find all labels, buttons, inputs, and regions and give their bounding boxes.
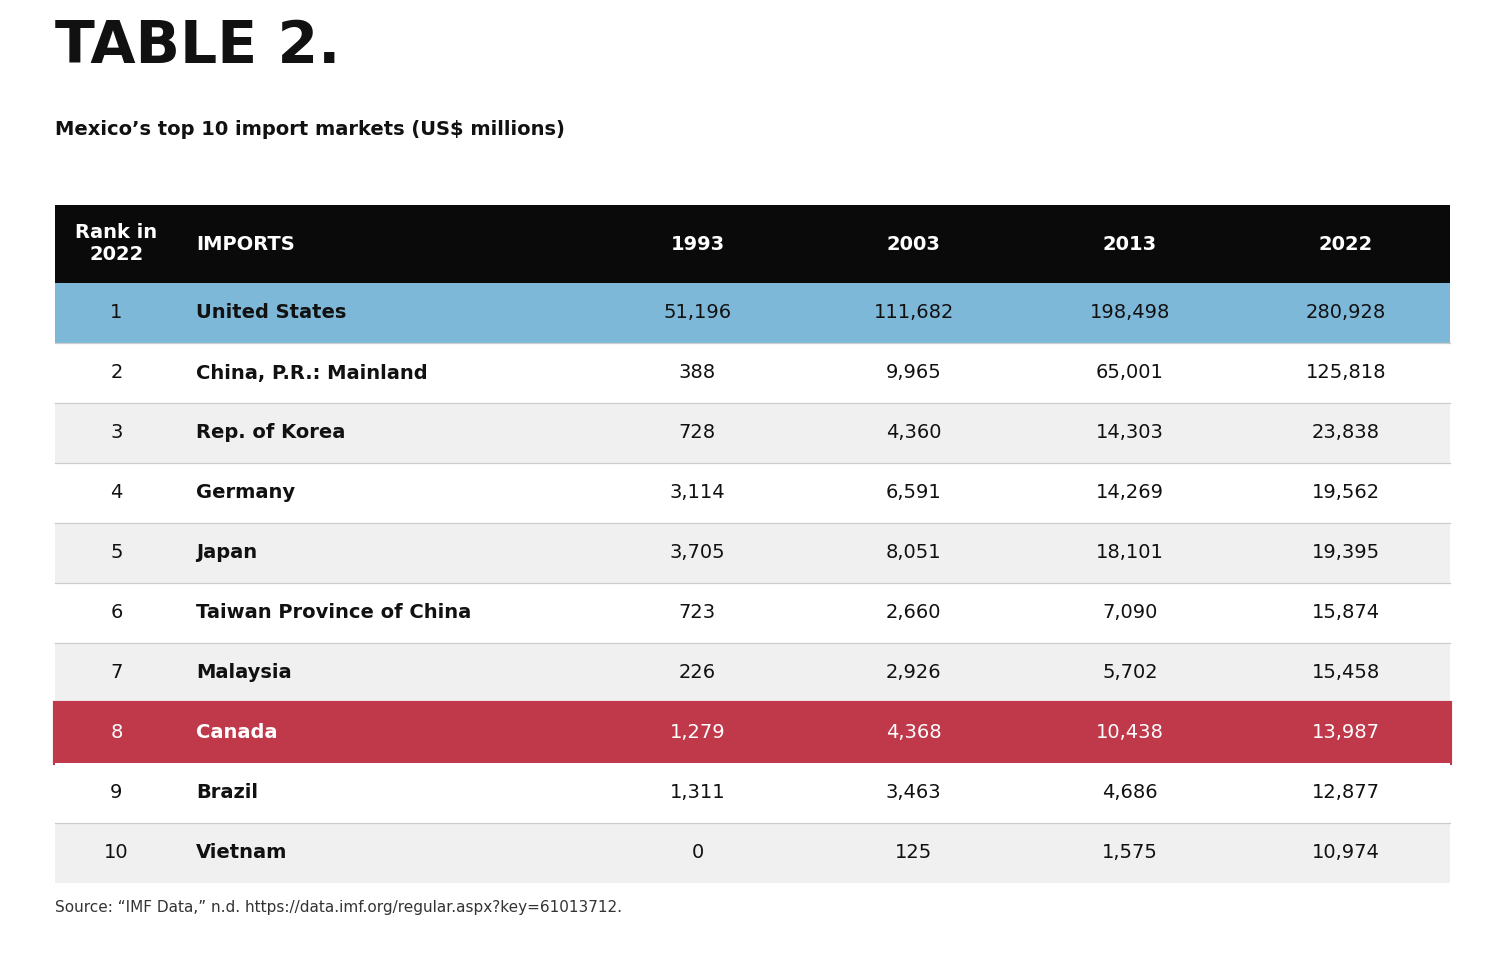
Text: 7,090: 7,090 (1102, 603, 1158, 622)
Text: China, P.R.: Mainland: China, P.R.: Mainland (196, 364, 427, 382)
Text: 3: 3 (110, 424, 123, 442)
Text: 3,114: 3,114 (669, 483, 724, 502)
Bar (56, 523, 1450, 583)
Text: 4,368: 4,368 (886, 723, 942, 742)
Text: 4,360: 4,360 (886, 424, 942, 442)
Text: United States: United States (196, 304, 346, 322)
Text: 14,303: 14,303 (1096, 424, 1164, 442)
Text: 19,395: 19,395 (1312, 543, 1380, 562)
Text: 51,196: 51,196 (663, 304, 732, 322)
Bar (56, 583, 1450, 643)
Text: Source: “IMF Data,” n.d. https://data.imf.org/regular.aspx?key=61013712.: Source: “IMF Data,” n.d. https://data.im… (56, 900, 622, 915)
Text: Vietnam: Vietnam (196, 843, 286, 862)
Text: 7: 7 (110, 663, 123, 682)
Bar (56, 343, 1450, 403)
Text: Malaysia: Malaysia (196, 663, 291, 682)
Text: 280,928: 280,928 (1306, 304, 1386, 322)
Text: 8: 8 (110, 723, 123, 742)
Bar (56, 205, 1450, 283)
Text: 226: 226 (680, 663, 716, 682)
Text: 0: 0 (692, 843, 703, 862)
Text: TABLE 2.: TABLE 2. (56, 18, 340, 75)
Text: Brazil: Brazil (196, 783, 258, 802)
Bar (56, 463, 1450, 523)
Text: Mexico’s top 10 import markets (US$ millions): Mexico’s top 10 import markets (US$ mill… (56, 120, 566, 139)
Text: Rank in
2022: Rank in 2022 (75, 224, 158, 264)
Text: 3,463: 3,463 (886, 783, 942, 802)
Text: IMPORTS: IMPORTS (196, 234, 294, 254)
Text: Japan: Japan (196, 543, 256, 562)
Text: 1,575: 1,575 (1102, 843, 1158, 862)
Text: 23,838: 23,838 (1312, 424, 1380, 442)
Text: 3,705: 3,705 (669, 543, 724, 562)
Text: Rep. of Korea: Rep. of Korea (196, 424, 345, 442)
Bar (56, 703, 1450, 763)
Text: 9,965: 9,965 (885, 364, 942, 382)
Text: 13,987: 13,987 (1312, 723, 1380, 742)
Text: 198,498: 198,498 (1089, 304, 1170, 322)
Text: 4: 4 (110, 483, 123, 502)
Text: 1993: 1993 (670, 234, 724, 254)
Text: 9: 9 (110, 783, 123, 802)
Text: 15,458: 15,458 (1312, 663, 1380, 682)
Text: 5,702: 5,702 (1102, 663, 1158, 682)
Text: 728: 728 (680, 424, 716, 442)
Text: 14,269: 14,269 (1096, 483, 1164, 502)
Text: 6: 6 (110, 603, 123, 622)
Text: 10: 10 (104, 843, 129, 862)
Text: 2022: 2022 (1318, 234, 1372, 254)
Text: 2013: 2013 (1102, 234, 1156, 254)
Bar (56, 283, 1450, 343)
Text: 5: 5 (110, 543, 123, 562)
Text: 2,660: 2,660 (886, 603, 942, 622)
Text: Germany: Germany (196, 483, 296, 502)
Bar (56, 643, 1450, 703)
Text: 111,682: 111,682 (873, 304, 954, 322)
Text: 1,311: 1,311 (669, 783, 724, 802)
Bar (56, 703, 1450, 763)
Text: 2003: 2003 (886, 234, 940, 254)
Text: 10,974: 10,974 (1312, 843, 1380, 862)
Text: Canada: Canada (196, 723, 278, 742)
Text: 15,874: 15,874 (1312, 603, 1380, 622)
Text: 723: 723 (680, 603, 716, 622)
Text: 6,591: 6,591 (885, 483, 942, 502)
Bar (56, 403, 1450, 463)
Text: 65,001: 65,001 (1096, 364, 1164, 382)
Text: 8,051: 8,051 (886, 543, 942, 562)
Text: Taiwan Province of China: Taiwan Province of China (196, 603, 471, 622)
Text: 388: 388 (680, 364, 716, 382)
Text: 125,818: 125,818 (1306, 364, 1386, 382)
Text: 1: 1 (110, 304, 123, 322)
Bar (56, 763, 1450, 823)
Text: 2: 2 (110, 364, 123, 382)
Text: 1,279: 1,279 (669, 723, 724, 742)
Bar (56, 823, 1450, 883)
Text: 18,101: 18,101 (1096, 543, 1164, 562)
Text: 2,926: 2,926 (886, 663, 942, 682)
Text: 12,877: 12,877 (1312, 783, 1380, 802)
Text: 10,438: 10,438 (1096, 723, 1164, 742)
Text: 125: 125 (896, 843, 932, 862)
Text: 4,686: 4,686 (1102, 783, 1158, 802)
Text: 19,562: 19,562 (1312, 483, 1380, 502)
